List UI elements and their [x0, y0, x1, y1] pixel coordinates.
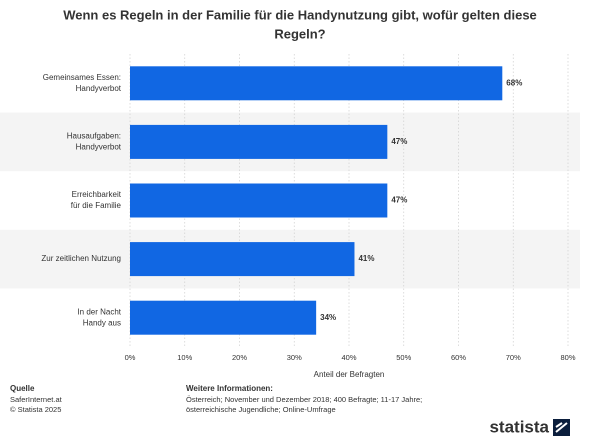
info: Österreich; November und Dezember 2018; … — [186, 395, 422, 404]
y-tick-label: Handyverbot — [76, 84, 122, 93]
y-tick-label: In der Nacht — [77, 307, 121, 316]
y-tick-label: Zur zeitlichen Nutzung — [41, 254, 121, 263]
source: SaferInternet.at — [10, 395, 63, 404]
x-tick-label: 50% — [396, 353, 411, 362]
x-tick-label: 10% — [177, 353, 192, 362]
value-label: 47% — [391, 196, 407, 205]
value-label: 34% — [320, 313, 336, 322]
logo: statista — [489, 417, 549, 436]
x-tick-label: 70% — [506, 353, 521, 362]
bar — [130, 300, 317, 335]
x-tick-label: 0% — [125, 353, 136, 362]
value-label: 68% — [506, 78, 522, 87]
bar — [130, 242, 355, 277]
x-tick-label: 20% — [232, 353, 247, 362]
y-tick-label: Handy aus — [83, 318, 121, 327]
y-tick-label: Hausaufgaben: — [67, 132, 121, 141]
chart-title: Regeln? — [274, 26, 325, 41]
info: österreichische Jugendliche; Online-Umfr… — [186, 405, 336, 414]
x-tick-label: 60% — [451, 353, 466, 362]
bar — [130, 66, 503, 101]
y-tick-label: für die Familie — [71, 201, 122, 210]
x-axis-label: Anteil der Befragten — [314, 370, 385, 379]
bar — [130, 183, 388, 218]
bar — [130, 124, 388, 159]
value-label: 47% — [391, 137, 407, 146]
logo-icon-mark — [555, 422, 568, 433]
copyright: © Statista 2025 — [10, 405, 61, 414]
y-tick-label: Erreichbarkeit — [72, 190, 122, 199]
info-title: Weitere Informationen: — [186, 384, 273, 393]
x-tick-label: 30% — [287, 353, 302, 362]
x-tick-label: 80% — [560, 353, 575, 362]
y-tick-label: Gemeinsames Essen: — [43, 73, 121, 82]
x-tick-label: 40% — [341, 353, 356, 362]
value-label: 41% — [358, 254, 374, 263]
chart-title: Wenn es Regeln in der Familie für die Ha… — [63, 7, 537, 22]
source-title: Quelle — [10, 384, 35, 393]
y-tick-label: Handyverbot — [76, 143, 122, 152]
